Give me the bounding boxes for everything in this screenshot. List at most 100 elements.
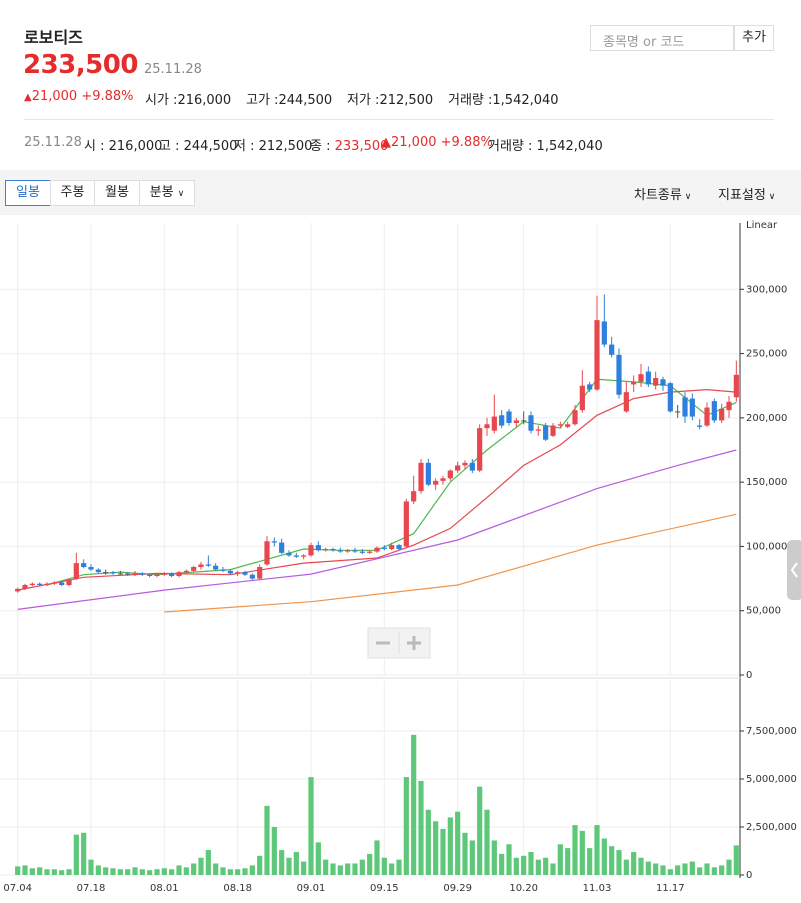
volume-bar (279, 850, 285, 875)
volume-bar (88, 859, 94, 875)
volume-bar (359, 859, 365, 875)
candle-body (161, 573, 167, 575)
stat-value: 216,000 (177, 93, 232, 108)
candle-body (469, 462, 475, 471)
volume-bar (477, 786, 483, 875)
candle-body (389, 545, 395, 549)
candle-body (704, 407, 710, 426)
candle-body (88, 567, 94, 570)
summary-date: 25.11.28 (24, 135, 82, 150)
candle-body (279, 542, 285, 553)
volume-bar (81, 832, 87, 875)
add-button[interactable]: 추가 (734, 25, 774, 51)
y-tick-label: 100,000 (746, 541, 787, 552)
candle-body (271, 541, 277, 543)
volume-bar (682, 863, 688, 875)
volume-bar (330, 863, 336, 875)
item-label: 시 : (84, 139, 105, 154)
candle-body (257, 567, 263, 579)
y-tick-label: 0 (746, 870, 752, 881)
candle-body (154, 574, 160, 576)
volume-bar (191, 863, 197, 875)
candle-body (132, 573, 138, 575)
tab[interactable]: 일봉 (5, 180, 51, 206)
volume-bar (440, 828, 446, 875)
volume-bar (601, 838, 607, 875)
volume-bar (623, 859, 629, 875)
candle-body (535, 429, 541, 431)
candle-body (609, 344, 615, 355)
x-tick-label: 11.03 (583, 883, 612, 894)
volume-bar (697, 867, 703, 875)
change-rate: +9.88% (440, 135, 493, 150)
item-value: 244,500 (183, 139, 238, 154)
volume-bar (220, 867, 226, 875)
tab[interactable]: 주봉 (50, 180, 95, 206)
summary-item: 종 : 233,500 (310, 135, 388, 154)
candle-body (660, 379, 666, 386)
candle-body (345, 550, 351, 552)
side-handle[interactable] (787, 540, 801, 600)
volume-bar (301, 861, 307, 875)
volume-bar (374, 840, 380, 875)
candle-body (447, 470, 453, 479)
candle-body (499, 415, 505, 426)
volume-bar (271, 827, 277, 875)
candle-body (403, 501, 409, 547)
candle-body (235, 572, 241, 574)
volume-bar (719, 865, 725, 875)
y-tick-label: 50,000 (746, 606, 781, 617)
volume-bar (345, 863, 351, 875)
volume-bar (667, 869, 673, 875)
candle-body (484, 424, 490, 429)
volume-bar (22, 865, 28, 875)
candle-body (227, 570, 233, 574)
volume-bar (147, 870, 153, 875)
candle-body (396, 545, 402, 549)
volume-bar (711, 867, 717, 875)
search-input[interactable]: 종목명 or 코드 (590, 25, 734, 51)
candle-body (425, 462, 431, 485)
volume-bar (418, 780, 424, 875)
candle-body (638, 374, 644, 382)
candle-body (147, 574, 153, 576)
volume-bar (286, 857, 292, 875)
tab[interactable]: 월봉 (94, 180, 140, 206)
volume-bar (631, 851, 637, 875)
menu-label: 차트종류 (634, 188, 682, 203)
x-tick-label: 08.18 (223, 883, 252, 894)
zoom-control[interactable] (367, 627, 431, 659)
candle-body (59, 582, 65, 585)
candle-body (44, 583, 50, 585)
item-value: 212,500 (258, 139, 313, 154)
change: 21,000 (31, 89, 78, 104)
tab[interactable]: 분봉 ∨ (139, 180, 195, 206)
volume-bar (675, 865, 681, 875)
menu[interactable]: 지표설정 ∨ (718, 188, 776, 203)
summary-change: ▲21,000 +9.88% (381, 135, 493, 150)
volume-bar (645, 861, 651, 875)
volume-bar (565, 848, 571, 875)
candle-body (242, 572, 248, 575)
stat: 시가 :216,000 (145, 89, 231, 108)
volume-bar (506, 844, 512, 875)
stat-value: 1,542,040 (492, 93, 559, 108)
current-price: 233,500 (23, 50, 138, 80)
item-label: 거래량 : (488, 139, 533, 154)
volume-bar (315, 842, 321, 875)
volume-bar (139, 869, 145, 875)
candle-body (367, 551, 373, 553)
candle-body (513, 420, 519, 423)
volume-bar (726, 859, 732, 875)
volume-bar (227, 869, 233, 875)
stat-value: 244,500 (278, 93, 333, 108)
candle-body (103, 572, 109, 574)
volume-bar (213, 863, 219, 875)
change-box: ▲21,000 +9.88% (24, 89, 134, 104)
menu[interactable]: 차트종류 ∨ (634, 188, 692, 203)
volume-bar (183, 867, 189, 875)
summary-item: 시 : 216,000 (84, 135, 162, 154)
volume-bar (462, 832, 468, 875)
candle-body (521, 420, 527, 422)
summary-item: 고 : 244,500 (159, 135, 237, 154)
